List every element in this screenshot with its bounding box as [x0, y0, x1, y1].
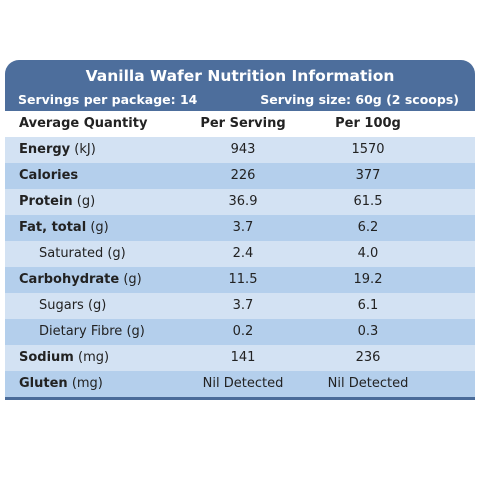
nutrient-name: Energy: [19, 142, 71, 157]
table-row: Fat, total (g) 3.7 6.2: [5, 215, 475, 241]
per-serving: 2.4: [232, 246, 254, 261]
nutrient: Gluten (mg): [19, 371, 103, 397]
per-serving: 3.7: [232, 298, 254, 313]
nutrient-name: Gluten: [19, 376, 68, 391]
per-serving: 3.7: [232, 220, 254, 235]
nutrient: Dietary Fibre (g): [39, 319, 145, 345]
nutrient: Carbohydrate (g): [19, 267, 142, 293]
nutrient-name: Protein: [19, 194, 73, 209]
nutrient-name: Dietary Fibre: [39, 324, 123, 339]
per-100g: 61.5: [353, 194, 383, 209]
nutrient: Sodium (mg): [19, 345, 109, 371]
table-row: Sugars (g) 3.7 6.1: [5, 293, 475, 319]
nutrient-name: Saturated: [39, 246, 104, 261]
title: Vanilla Wafer Nutrition Information: [85, 67, 395, 85]
table-row: Energy (kJ) 943 1570: [5, 137, 475, 163]
column-label: Per Serving: [200, 116, 286, 131]
nutrient: Fat, total (g): [19, 215, 109, 241]
nutrient-name: Sodium: [19, 350, 74, 365]
nutrition-panel: Vanilla Wafer Nutrition Information Serv…: [5, 60, 475, 400]
per-serving: Nil Detected: [202, 376, 284, 391]
table-row: Sodium (mg) 141 236: [5, 345, 475, 371]
per-100g: Nil Detected: [327, 376, 409, 391]
table-body: Energy (kJ) 943 1570 Calories 226 377 Protein …: [5, 137, 475, 397]
per-serving: 0.2: [232, 324, 254, 339]
per-serving: 141: [230, 350, 256, 365]
per-100g: 19.2: [353, 272, 383, 287]
nutrient-unit: (mg): [71, 376, 103, 391]
nutrient-unit: (g): [126, 324, 145, 339]
nutrient-unit: (g): [90, 220, 109, 235]
per-serving: 11.5: [228, 272, 258, 287]
per-serving: 226: [230, 168, 256, 183]
per-100g: 6.2: [357, 220, 379, 235]
serving-size: Serving size: 60g (2 scoops): [260, 92, 459, 107]
table-row: Calories 226 377: [5, 163, 475, 189]
nutrient-unit: (g): [76, 194, 96, 209]
per-100g: 236: [355, 350, 381, 365]
servings: Servings per package: 14: [18, 92, 198, 107]
column-label: Per 100g: [335, 116, 401, 131]
nutrient-unit: (mg): [78, 350, 110, 365]
per-100g: 4.0: [357, 246, 379, 261]
per-100g: 1570: [351, 142, 385, 157]
nutrient-unit: (kJ): [74, 142, 96, 157]
column-header: Average Quantity Per Serving Per 100g: [5, 111, 475, 137]
per-100g: 6.1: [357, 298, 379, 313]
nutrient-unit: (g): [87, 298, 107, 313]
nutrient: Protein (g): [19, 189, 95, 215]
nutrient-unit: (g): [123, 272, 142, 287]
nutrient-unit: (g): [107, 246, 126, 261]
per-100g: 0.3: [357, 324, 379, 339]
nutrient-name: Calories: [19, 168, 79, 183]
nutrient-name: Sugars: [39, 298, 84, 313]
column-label: Average Quantity: [19, 116, 148, 131]
panel-header: Vanilla Wafer Nutrition Information Serv…: [5, 60, 475, 111]
table-row: Dietary Fibre (g) 0.2 0.3: [5, 319, 475, 345]
per-serving: 36.9: [228, 194, 258, 209]
nutrient-name: Carbohydrate: [19, 272, 120, 287]
nutrient-name: Fat, total: [19, 220, 87, 235]
nutrient: Calories: [19, 163, 78, 189]
nutrient: Saturated (g): [39, 241, 126, 267]
table-row: Carbohydrate (g) 11.5 19.2: [5, 267, 475, 293]
nutrient: Sugars (g): [39, 293, 106, 319]
table-row: Gluten (mg) Nil Detected Nil Detected: [5, 371, 475, 397]
per-100g: 377: [355, 168, 381, 183]
table-row: Protein (g) 36.9 61.5: [5, 189, 475, 215]
per-serving: 943: [230, 142, 256, 157]
table-row: Saturated (g) 2.4 4.0: [5, 241, 475, 267]
nutrient: Energy (kJ): [19, 137, 96, 163]
